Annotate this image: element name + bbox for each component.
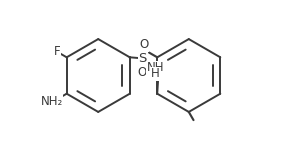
- Text: H: H: [151, 67, 160, 80]
- Text: O: O: [139, 38, 148, 51]
- Text: NH₂: NH₂: [40, 95, 63, 108]
- Text: F: F: [54, 45, 60, 58]
- Text: S: S: [138, 52, 147, 65]
- Text: O: O: [137, 66, 146, 79]
- Text: NH: NH: [147, 61, 164, 74]
